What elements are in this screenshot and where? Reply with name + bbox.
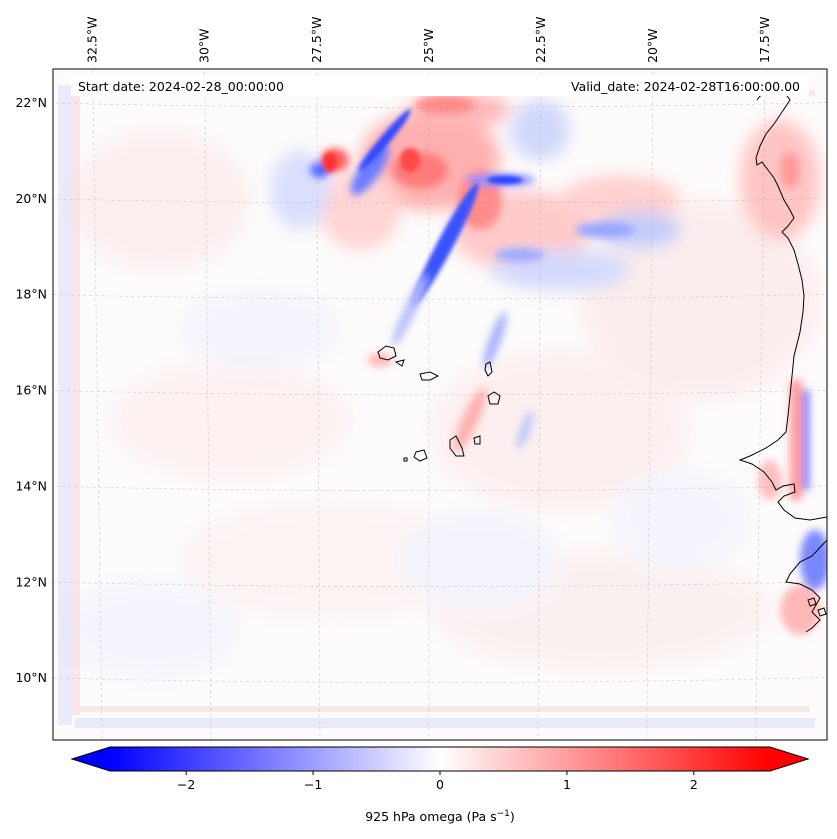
meridian-line: [537, 69, 542, 740]
colorbar-tick-label: 1: [563, 777, 571, 792]
longitude-tick-label: 32.5°W: [85, 17, 100, 63]
colorbar-label: 925 hPa omega (Pa s−1): [365, 809, 515, 824]
colorbar-extend-min: [72, 747, 110, 771]
meridian-line: [316, 69, 321, 740]
longitude-tick-label: 27.5°W: [309, 17, 324, 63]
colorbar-body: [110, 747, 770, 771]
cape-verde-brava: [403, 457, 408, 462]
longitude-tick-label: 22.5°W: [533, 17, 548, 63]
africa-coastline: [738, 91, 827, 521]
parallel-line: [53, 389, 827, 396]
latitude-labels: 22°N 20°N 18°N 16°N 14°N 12°N 10°N: [15, 95, 47, 685]
latitude-tick-label: 16°N: [15, 383, 47, 398]
cape-verde-sal: [484, 361, 493, 377]
header-box: [71, 75, 809, 96]
valid-date-label: Valid_date: 2024-02-28T16:00:00.00: [571, 79, 800, 94]
start-date-label: Start date: 2024-02-28_00:00:00: [78, 79, 284, 94]
map-gridlines: [53, 69, 827, 740]
colorbar-tick-label: −2: [177, 777, 195, 792]
colorbar-tick-label: 0: [436, 777, 444, 792]
parallel-line: [53, 485, 827, 492]
cape-verde-maio: [473, 435, 481, 445]
parallel-line: [53, 102, 827, 108]
cape-verde-santo-antao: [377, 345, 397, 361]
latitude-tick-label: 20°N: [15, 191, 47, 206]
longitude-labels: 32.5°W 30°W 27.5°W 25°W 22.5°W 20°W 17.5°W: [85, 17, 773, 63]
colorbar-ticks: −2 −1 0 1 2: [177, 771, 698, 792]
latitude-tick-label: 12°N: [15, 574, 47, 589]
meridian-line: [92, 69, 103, 740]
latitude-tick-label: 14°N: [15, 478, 47, 493]
cape-verde-boa-vista: [487, 391, 501, 405]
colorbar-tick-label: 2: [690, 777, 698, 792]
parallel-line: [53, 677, 827, 683]
cape-verde-sao-vicente: [394, 359, 405, 367]
omega-field: [58, 85, 827, 728]
latitude-tick-label: 18°N: [15, 287, 47, 302]
cape-verde-fogo: [413, 449, 428, 462]
coastlines: [377, 91, 827, 633]
colorbar-extend-max: [770, 747, 808, 771]
longitude-tick-label: 20°W: [645, 28, 660, 63]
cape-verde-sao-nicolau: [419, 371, 440, 381]
colorbar: −2 −1 0 1 2 925 hPa omega (Pa s−1): [70, 746, 810, 824]
longitude-tick-label: 17.5°W: [757, 17, 772, 63]
longitude-tick-label: 30°W: [197, 28, 212, 63]
meridian-line: [755, 69, 766, 740]
latitude-tick-label: 10°N: [15, 670, 47, 685]
longitude-tick-label: 25°W: [421, 28, 436, 63]
meridian-line: [204, 69, 212, 740]
colorbar-tick-label: −1: [304, 777, 322, 792]
meridian-line: [646, 69, 654, 740]
latitude-tick-label: 22°N: [15, 95, 47, 110]
parallel-line: [53, 293, 827, 300]
cape-verde-santiago: [449, 435, 465, 457]
map-frame: [52, 68, 828, 741]
colorbar-outline: [70, 746, 810, 772]
